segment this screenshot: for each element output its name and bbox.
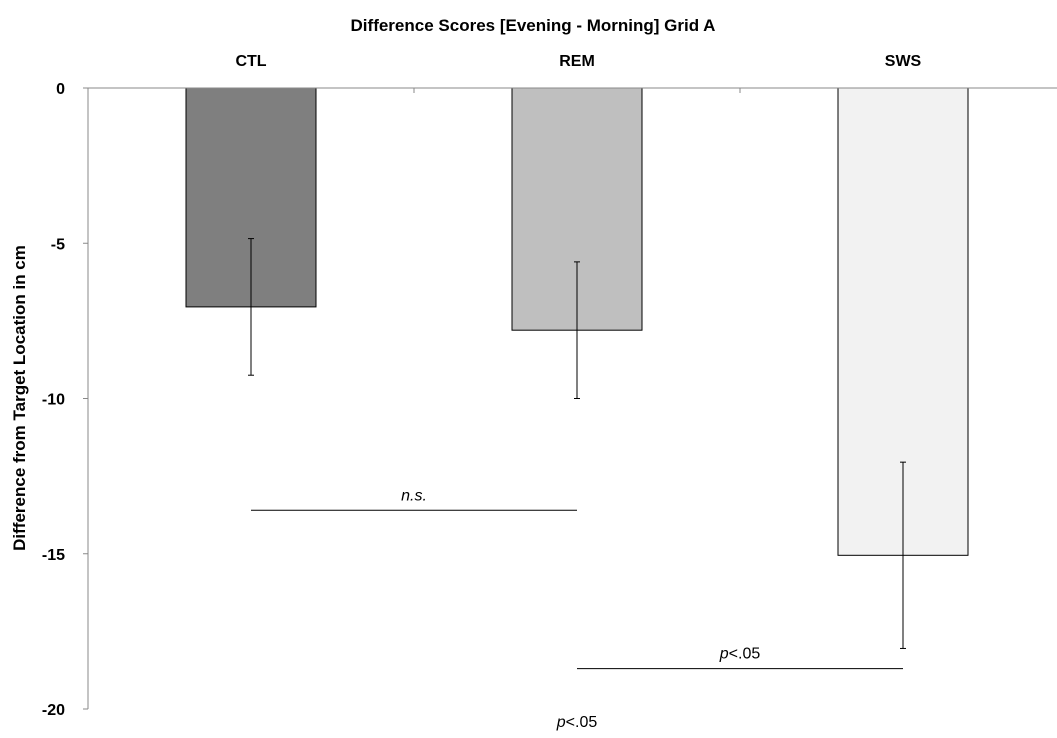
significance-label-p2: p<.05 (556, 714, 598, 731)
significance-label-ns: n.s. (401, 487, 427, 504)
y-tick-label: -20 (42, 702, 65, 719)
y-tick-label: -10 (42, 392, 65, 409)
y-tick-label: 0 (56, 81, 65, 98)
y-tick-label: -15 (42, 547, 65, 564)
y-tick-label: -5 (51, 236, 65, 253)
y-axis-label: Difference from Target Location in cm (10, 245, 29, 551)
category-label-ctl: CTL (235, 53, 266, 70)
category-label-rem: REM (559, 53, 595, 70)
category-label-sws: SWS (885, 53, 922, 70)
significance-label-p1: p<.05 (719, 646, 761, 663)
chart-title: Difference Scores [Evening - Morning] Gr… (351, 16, 716, 35)
plot-area: CTL REM SWS 0 -5 -10 -15 -20 n.s. p<.05 p<.05 (42, 53, 1057, 731)
